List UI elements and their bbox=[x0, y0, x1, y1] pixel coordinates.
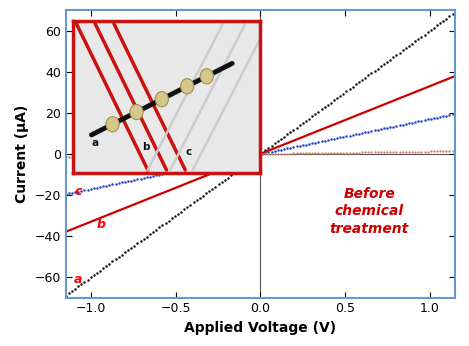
Text: a: a bbox=[91, 138, 98, 148]
Text: c: c bbox=[74, 185, 82, 198]
Y-axis label: Current (μA): Current (μA) bbox=[15, 105, 29, 203]
Text: c: c bbox=[185, 147, 191, 157]
Ellipse shape bbox=[155, 92, 168, 107]
Ellipse shape bbox=[106, 117, 119, 132]
Text: b: b bbox=[96, 218, 105, 231]
Ellipse shape bbox=[181, 79, 194, 94]
Ellipse shape bbox=[130, 104, 143, 120]
Text: b: b bbox=[142, 142, 150, 152]
Text: a: a bbox=[74, 273, 83, 286]
X-axis label: Applied Voltage (V): Applied Voltage (V) bbox=[184, 321, 336, 335]
Text: Before
chemical
treatment: Before chemical treatment bbox=[330, 187, 409, 236]
Ellipse shape bbox=[200, 69, 213, 84]
